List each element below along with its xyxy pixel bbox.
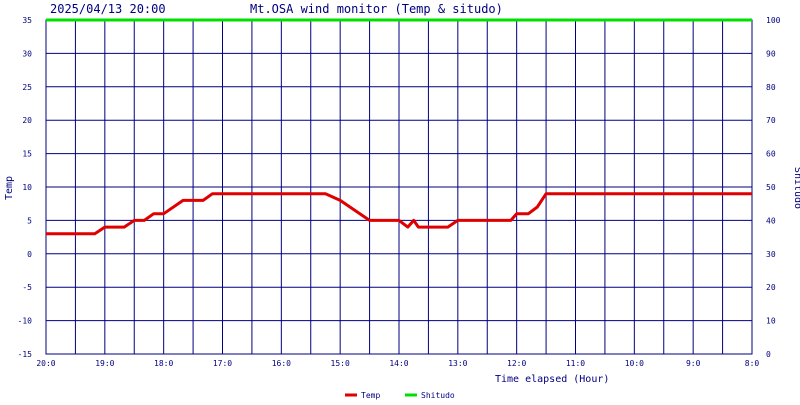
- y2-tick-label: 0: [766, 350, 771, 359]
- x-tick-label: 10:0: [625, 359, 644, 368]
- y-tick-label: -10: [18, 317, 33, 326]
- x-tick-label: 8:0: [745, 359, 760, 368]
- legend-label: Temp: [361, 391, 380, 400]
- x-tick-label: 20:0: [36, 359, 55, 368]
- y-tick-label: -5: [22, 283, 32, 292]
- x-tick-label: 11:0: [566, 359, 585, 368]
- chart-title: Mt.OSA wind monitor (Temp & situdo): [250, 2, 503, 16]
- y2-tick-label: 90: [766, 49, 776, 58]
- y2-tick-label: 10: [766, 317, 776, 326]
- legend-label: Shitudo: [421, 391, 455, 400]
- y2-tick-layer: 0 10 20 30 40 50 60 70 80 90 100: [766, 16, 781, 359]
- y2-tick-label: 20: [766, 283, 776, 292]
- y-tick-label: 20: [22, 116, 32, 125]
- y2-tick-label: 100: [766, 16, 781, 25]
- y-tick-label: 30: [22, 49, 32, 58]
- x-tick-layer: 20:0 19:0 18:0 17:0 16:0 15:0 14:0 13:0 12:0 11:0…: [36, 359, 759, 368]
- y2-tick-label: 60: [766, 150, 776, 159]
- y-tick-label: 5: [27, 216, 32, 225]
- x-axis-label: Time elapsed (Hour): [495, 374, 609, 385]
- y-tick-label: -15: [18, 350, 33, 359]
- y-tick-label: 25: [22, 83, 32, 92]
- y2-tick-label: 50: [766, 183, 776, 192]
- y-tick-label: 0: [27, 250, 32, 259]
- series-line-temp: [46, 192, 752, 236]
- x-tick-label: 14:0: [389, 359, 408, 368]
- y2-tick-label: 30: [766, 250, 776, 259]
- x-tick-label: 12:0: [507, 359, 526, 368]
- x-tick-label: 9:0: [686, 359, 701, 368]
- y-axis-label: Temp: [4, 176, 15, 200]
- y2-tick-label: 70: [766, 116, 776, 125]
- x-tick-label: 18:0: [154, 359, 173, 368]
- grid-layer: [45, 19, 753, 355]
- y-tick-layer: -15 -10 -5 0 5 10 15 20 25 30 35: [18, 16, 33, 359]
- legend: Temp Shitudo: [345, 391, 455, 400]
- series-layer: [46, 18, 752, 236]
- y-tick-label: 15: [22, 150, 32, 159]
- y-tick-label: 10: [22, 183, 32, 192]
- y2-tick-label: 80: [766, 83, 776, 92]
- x-tick-label: 19:0: [95, 359, 114, 368]
- y2-axis-label: Shitudo: [792, 167, 800, 209]
- chart-timestamp: 2025/04/13 20:00: [50, 2, 166, 16]
- x-tick-label: 15:0: [331, 359, 350, 368]
- x-tick-label: 13:0: [448, 359, 467, 368]
- y-tick-label: 35: [22, 16, 32, 25]
- x-tick-label: 17:0: [213, 359, 232, 368]
- x-tick-label: 16:0: [272, 359, 291, 368]
- y2-tick-label: 40: [766, 216, 776, 225]
